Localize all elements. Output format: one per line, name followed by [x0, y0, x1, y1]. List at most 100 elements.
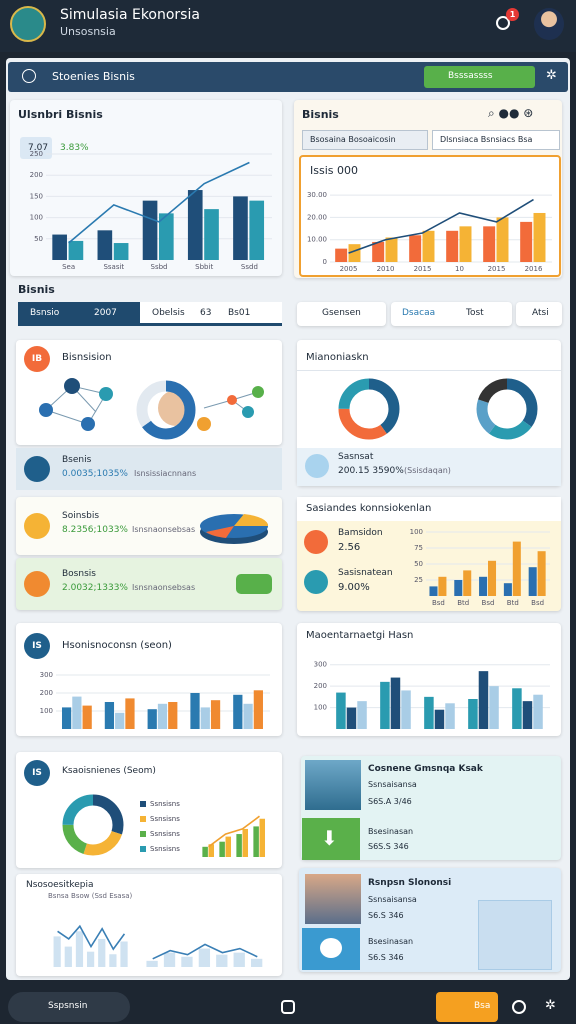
- info-icon[interactable]: [512, 1000, 526, 1014]
- tab[interactable]: [140, 302, 282, 326]
- y-tick-label: 100: [410, 528, 423, 536]
- home-icon[interactable]: [281, 1000, 295, 1014]
- bar: [409, 235, 422, 262]
- y-tick-label: 300: [40, 671, 53, 679]
- filter-label[interactable]: Gsensen: [322, 308, 361, 318]
- bar: [385, 237, 398, 262]
- legend-item: Ssnsisns: [140, 796, 180, 811]
- button-label[interactable]: Bsa: [474, 1001, 491, 1011]
- arrow-tile: [302, 818, 360, 860]
- arrow-icon: ⬇: [321, 826, 338, 850]
- item-label: Sasisnatean: [338, 568, 393, 578]
- filter-label[interactable]: Tost: [466, 308, 484, 318]
- item-value: 2.0032;1333%: [62, 583, 128, 593]
- card-title: Bisnsision: [62, 352, 112, 363]
- bar: [163, 952, 176, 967]
- bar: [68, 240, 84, 260]
- bar-chart: 0 10.00 20.00 30.00 2005 2010 2015 10 2015 2016: [307, 191, 552, 273]
- y-tick-label: 250: [30, 150, 43, 158]
- filter-button[interactable]: [391, 302, 512, 326]
- y-tick-label: 150: [30, 192, 43, 200]
- x-tick-label: Bsd: [482, 599, 495, 607]
- donut-segment: [62, 794, 124, 856]
- tab-label[interactable]: Obelsis: [152, 308, 185, 318]
- bar: [104, 702, 115, 729]
- bar: [109, 954, 117, 967]
- tab-label[interactable]: Bsnsio: [30, 308, 60, 318]
- bar: [503, 583, 512, 596]
- filter-button[interactable]: [516, 302, 562, 326]
- search-box[interactable]: [8, 992, 130, 1022]
- bar: [233, 694, 243, 729]
- bar: [243, 703, 253, 729]
- line-chart: [146, 943, 263, 967]
- donut-segment: [338, 378, 400, 440]
- bar: [198, 948, 211, 967]
- bar: [259, 818, 266, 857]
- bar: [479, 576, 488, 596]
- profile-text: Ssnsaisansa: [368, 895, 417, 904]
- y-tick-label: 10.00: [307, 236, 327, 244]
- tab[interactable]: [432, 130, 560, 150]
- bar: [249, 200, 265, 260]
- trend-line: [57, 924, 126, 951]
- trend-line: [152, 943, 258, 960]
- action-button[interactable]: [436, 992, 498, 1022]
- bar: [424, 696, 434, 729]
- bar: [236, 834, 242, 857]
- bar-chart: [202, 815, 266, 857]
- tab-label[interactable]: Bsosaina Bosoaicosin: [310, 135, 396, 144]
- settings-icon[interactable]: ✲: [545, 998, 556, 1013]
- bar: [216, 954, 228, 967]
- nav-button[interactable]: [424, 66, 535, 88]
- card-title: Nsosoesitkepia: [26, 880, 94, 890]
- bar: [202, 846, 208, 857]
- y-tick-label: 20.00: [307, 213, 327, 221]
- donut-segment: [62, 794, 124, 856]
- bar: [429, 586, 438, 596]
- toolbar-icons[interactable]: ⌕ ●● ⊛: [488, 106, 534, 120]
- bar: [125, 698, 135, 729]
- tab-label[interactable]: Bs01: [228, 308, 251, 318]
- bar: [401, 690, 411, 729]
- card-title: Hsonisnoconsn (seon): [62, 640, 172, 651]
- item-value: 9.00%: [338, 582, 370, 593]
- top-bar: [0, 0, 576, 52]
- photo: [305, 874, 361, 924]
- tab-label[interactable]: 63: [200, 308, 212, 318]
- tab-label[interactable]: 2007: [94, 308, 117, 318]
- x-tick-label: 2015: [414, 265, 432, 273]
- x-tick-label: Sbbit: [195, 263, 213, 271]
- nav-button-label[interactable]: Bsssassss: [448, 71, 493, 81]
- filter-label[interactable]: Dsacaa: [402, 308, 436, 318]
- card-title: Mianoniaskn: [306, 352, 369, 363]
- bar: [488, 560, 497, 596]
- bar: [210, 700, 221, 729]
- legend-item: Ssnsisns: [140, 811, 180, 826]
- notifications[interactable]: [496, 16, 510, 30]
- filter-button[interactable]: [297, 302, 386, 326]
- action-button[interactable]: [236, 574, 272, 594]
- card-header: [297, 497, 561, 521]
- bar: [75, 931, 84, 967]
- item-label: Soinsbis: [62, 511, 100, 521]
- profile-text: S6S.A 3/46: [368, 797, 412, 806]
- filter-label[interactable]: Atsi: [532, 308, 549, 318]
- tab-active[interactable]: [18, 302, 140, 326]
- settings-icon[interactable]: ✲: [546, 68, 557, 83]
- profile-text: S6.S 346: [368, 911, 404, 920]
- bar: [225, 836, 232, 857]
- x-tick-label: Ssbd: [151, 263, 168, 271]
- tab-label[interactable]: Dlsnsiaca Bsnsiacs Bsa: [440, 135, 533, 144]
- avatar[interactable]: [534, 8, 564, 40]
- donut-segment: [476, 378, 538, 440]
- search-text[interactable]: Sspsnsin: [48, 1001, 88, 1011]
- y-tick-label: 30.00: [307, 191, 327, 199]
- section-title: Bisnis: [18, 283, 55, 296]
- bar: [251, 958, 263, 967]
- donut-segment: [62, 794, 124, 856]
- tab[interactable]: [302, 130, 428, 150]
- bar: [98, 938, 106, 967]
- trend-line: [208, 815, 260, 848]
- donut-chart: [476, 378, 538, 440]
